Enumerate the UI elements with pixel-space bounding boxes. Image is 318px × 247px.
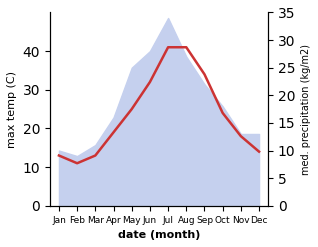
Y-axis label: med. precipitation (kg/m2): med. precipitation (kg/m2): [301, 44, 311, 175]
X-axis label: date (month): date (month): [118, 230, 200, 240]
Y-axis label: max temp (C): max temp (C): [7, 71, 17, 148]
